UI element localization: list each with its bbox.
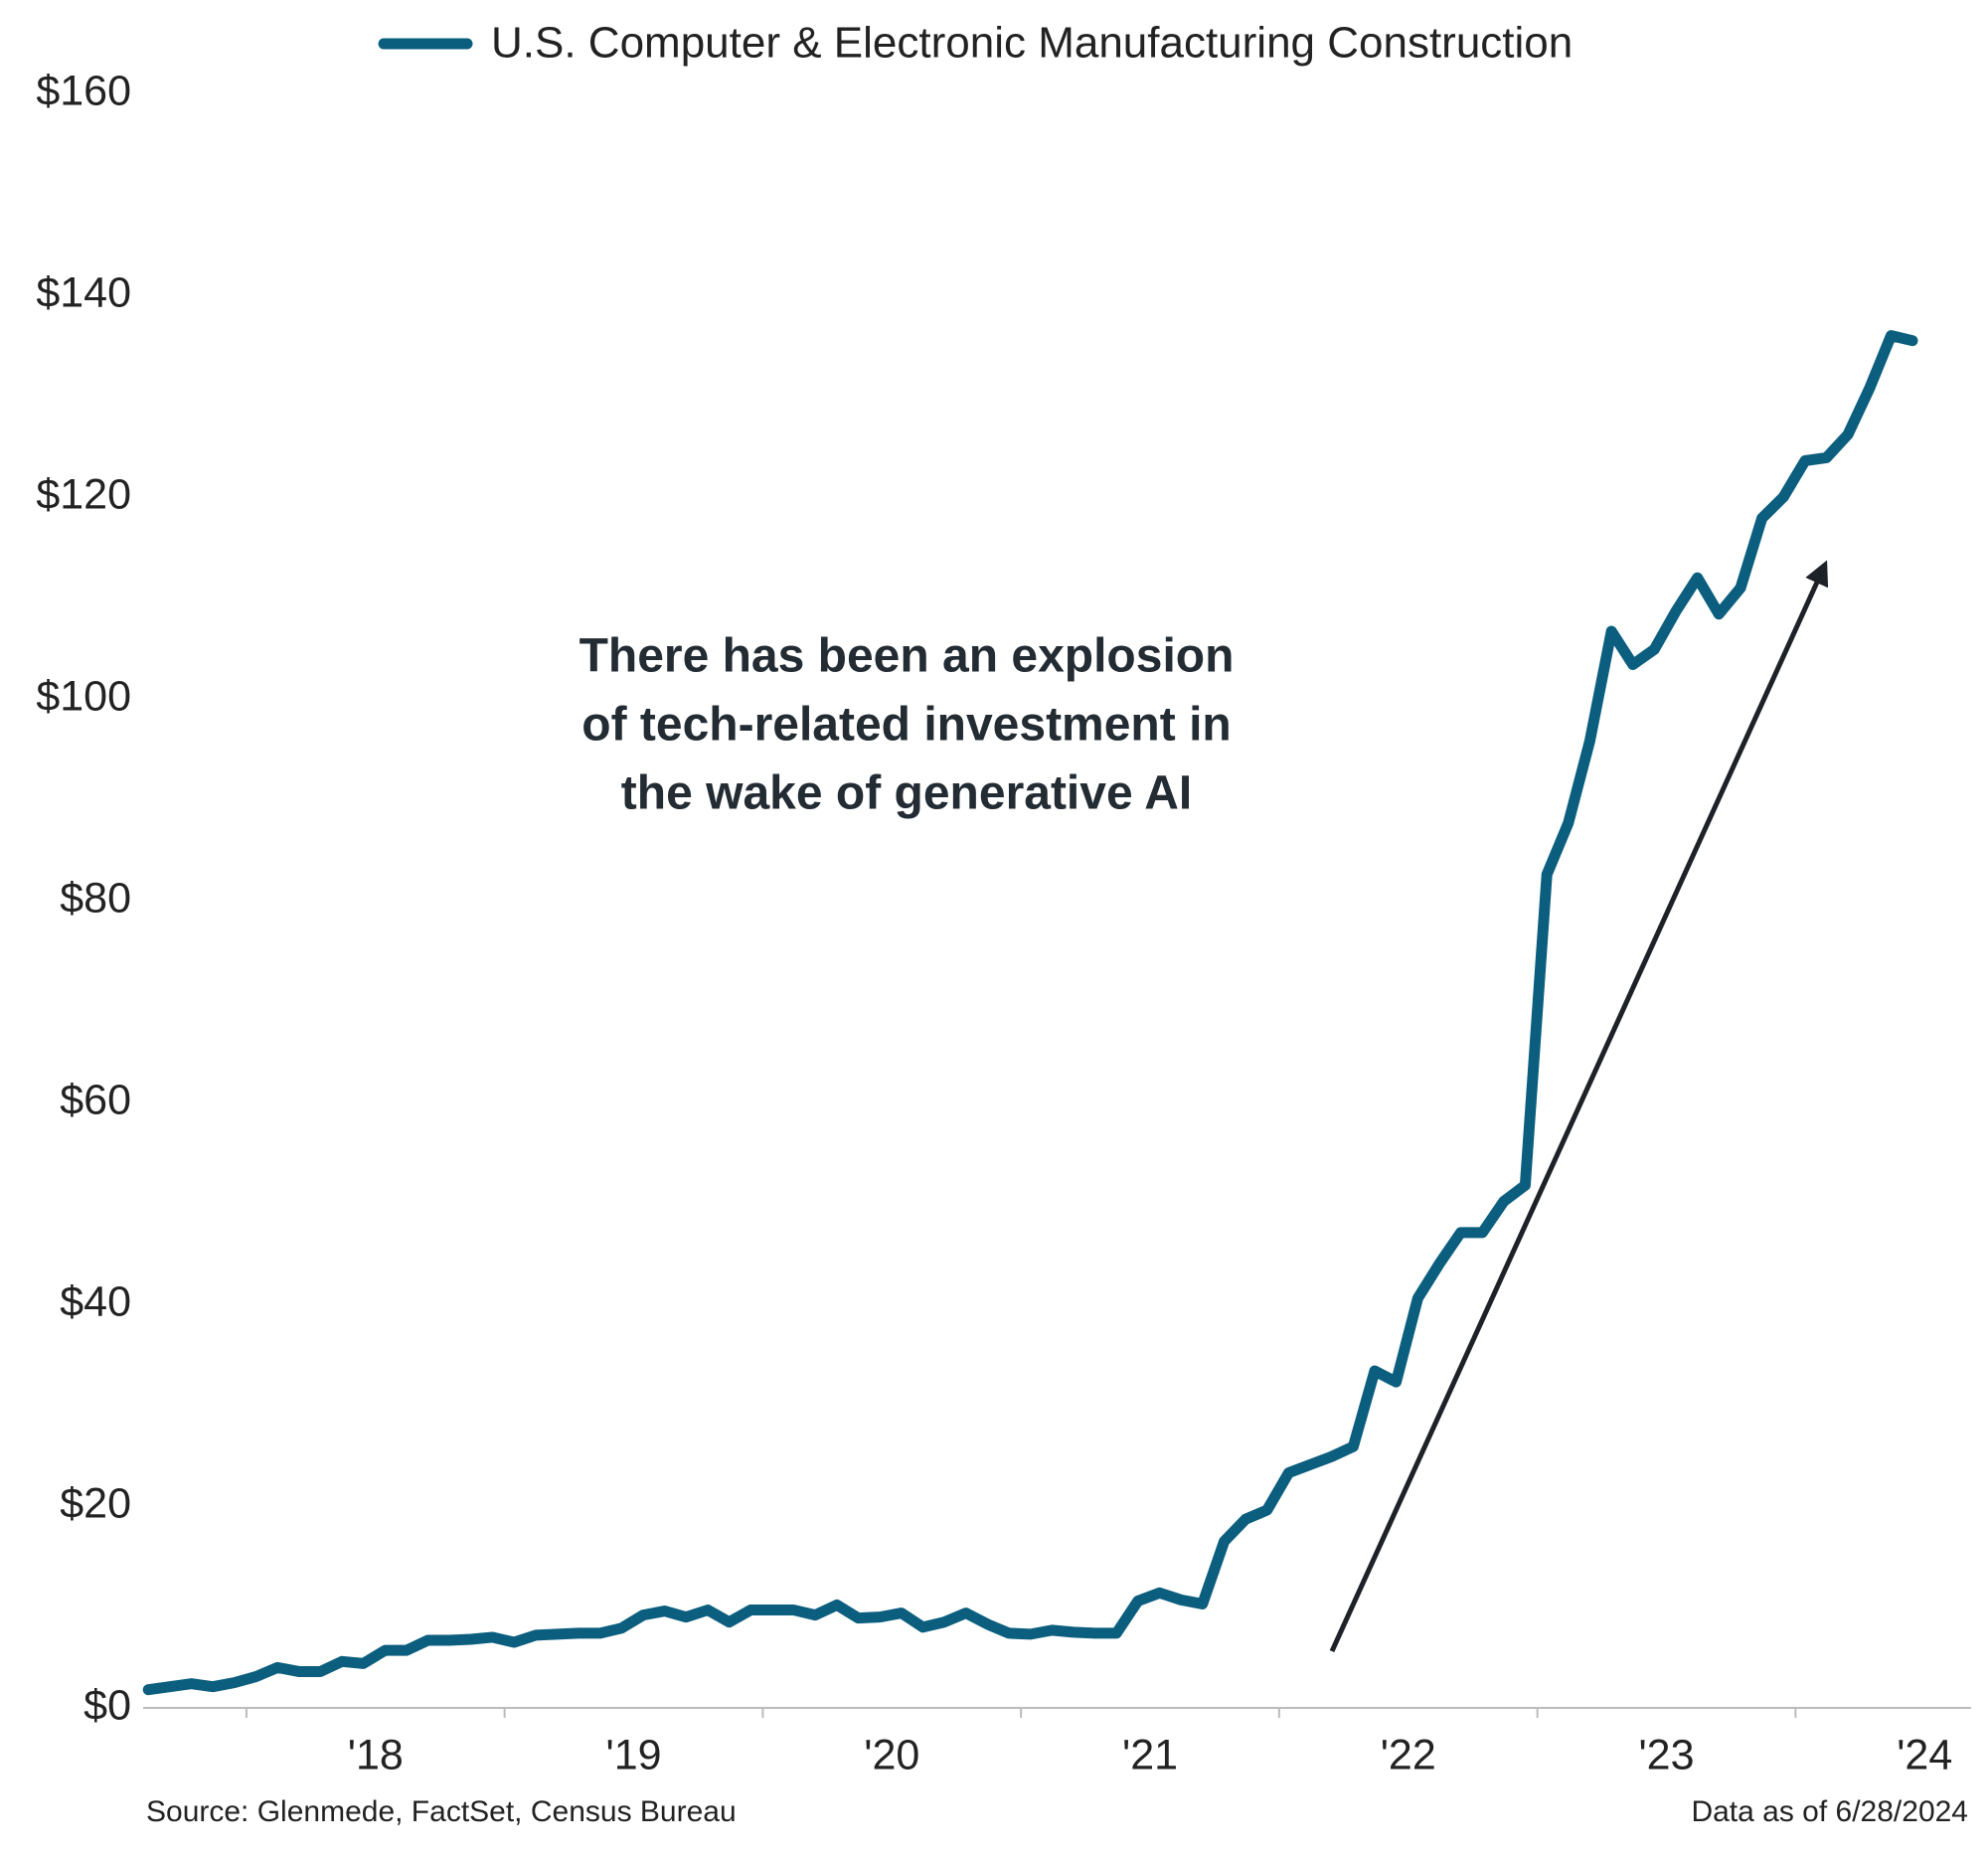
annotation-arrow — [1329, 560, 1829, 1653]
y-tick-label: $0 — [83, 1681, 131, 1729]
data-line — [142, 330, 1918, 1696]
x-tick-label: '21 — [1122, 1731, 1178, 1778]
x-tick-label: '19 — [605, 1731, 661, 1778]
y-tick-label: $100 — [36, 672, 131, 720]
y-tick-label: $160 — [36, 67, 131, 114]
annotation-line: the wake of generative AI — [621, 767, 1192, 820]
y-tick-label: $40 — [60, 1277, 131, 1325]
y-tick-label: $20 — [60, 1479, 131, 1527]
annotation-line: of tech-related investment in — [581, 699, 1231, 752]
y-tick-label: $120 — [36, 470, 131, 518]
legend-label: U.S. Computer & Electronic Manufacturing… — [491, 19, 1573, 68]
y-tick-label: $80 — [60, 874, 131, 922]
annotation-line: There has been an explosion — [580, 630, 1235, 683]
x-tick-label: '23 — [1638, 1731, 1694, 1778]
x-tick-label: '20 — [864, 1731, 919, 1778]
y-tick-label: $60 — [60, 1076, 131, 1123]
x-tick-label: '18 — [348, 1731, 404, 1778]
data-date: Data as of 6/28/2024 — [1691, 1795, 1968, 1828]
source: Source: Glenmede, FactSet, Census Bureau — [146, 1795, 737, 1828]
x-tick-label: '22 — [1381, 1731, 1436, 1778]
x-tick-label: '24 — [1897, 1731, 1952, 1778]
y-tick-label: $140 — [36, 268, 131, 316]
